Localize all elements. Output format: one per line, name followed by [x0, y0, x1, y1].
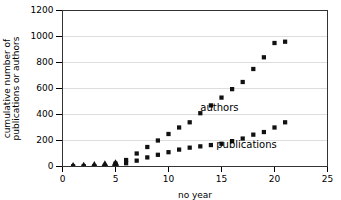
- svg-text:no year: no year: [178, 190, 212, 200]
- svg-text:600: 600: [36, 83, 53, 93]
- svg-text:25: 25: [322, 174, 333, 184]
- svg-text:800: 800: [36, 57, 53, 67]
- svg-text:10: 10: [163, 174, 175, 184]
- svg-text:authors: authors: [200, 102, 238, 113]
- svg-text:1200: 1200: [31, 5, 54, 15]
- svg-text:200: 200: [36, 135, 53, 145]
- svg-text:400: 400: [36, 109, 53, 119]
- svg-text:0: 0: [48, 161, 54, 171]
- svg-text:publications: publications: [216, 139, 277, 150]
- svg-text:15: 15: [216, 174, 227, 184]
- svg-text:1000: 1000: [31, 31, 54, 41]
- svg-text:5: 5: [113, 174, 119, 184]
- svg-text:0: 0: [60, 174, 66, 184]
- svg-text:cumulative number ofpublicatio: cumulative number ofpublications or auth…: [2, 36, 21, 140]
- svg-text:20: 20: [269, 174, 281, 184]
